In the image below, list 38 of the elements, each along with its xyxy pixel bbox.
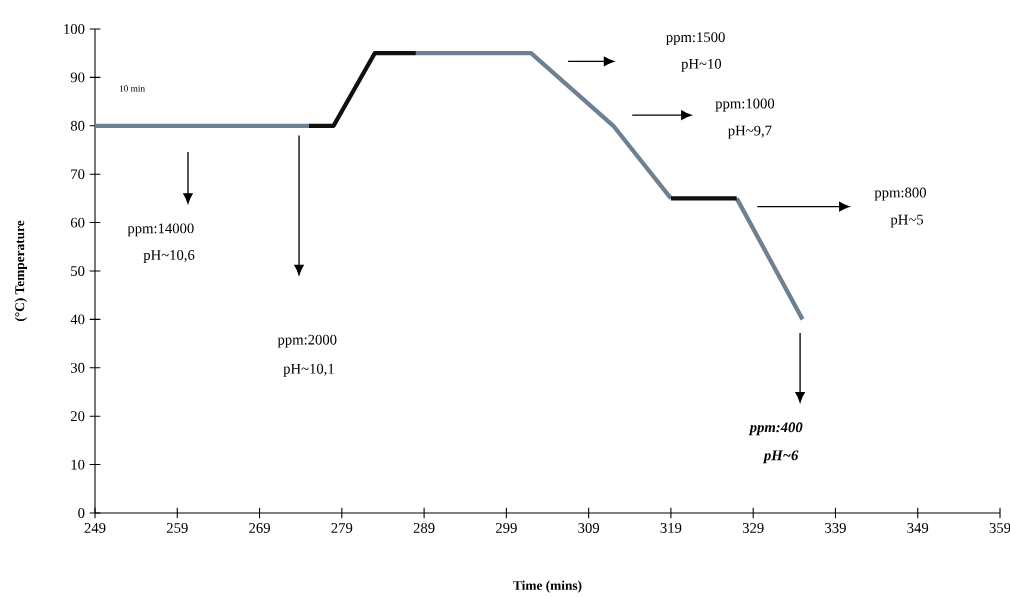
y-tick-label: 20 [70,411,85,422]
x-axis-title: Time (mins) [513,580,582,593]
annotation: ppm:800 [874,187,926,201]
annotation: ppm:1500 [666,32,725,46]
annotation: ppm:2000 [277,334,337,348]
x-tick-label: 339 [825,523,846,533]
x-tick-label: 279 [331,523,353,533]
annotation: pH~10 [681,58,722,72]
x-tick-label: 319 [660,523,682,533]
y-tick-label: 90 [70,72,85,83]
x-tick-label: 329 [742,523,764,533]
y-tick-label: 80 [70,120,85,131]
annotation: pH~6 [762,450,799,464]
annotation: ppm:14000 [127,223,194,237]
y-tick-label: 50 [71,266,85,276]
annotation: pH~5 [890,214,924,228]
annotation: ppm:400 [748,422,803,436]
y-tick-label: 40 [70,314,85,325]
y-tick-label: 70 [71,169,85,180]
y-tick-label: 30 [71,362,85,373]
y-tick-label: 60 [70,217,85,228]
annotation: 10 min [119,85,145,92]
x-tick-label: 349 [907,523,929,533]
x-tick-label: 359 [989,523,1010,533]
annotation: ppm:1000 [715,98,775,112]
annotation: pH~10,1 [283,363,334,377]
y-tick-label: 100 [64,24,85,34]
y-axis-title: (°C) Temperature [14,220,27,322]
x-tick-label: 309 [578,523,600,533]
x-tick-label: 289 [413,523,435,533]
y-tick-label: 10 [71,459,85,470]
x-tick-label: 249 [84,523,106,533]
annotation: pH~9,7 [728,125,772,139]
x-tick-label: 299 [496,523,517,533]
x-tick-label: 259 [166,523,188,533]
x-tick-label: 269 [249,523,270,533]
y-tick-label: 0 [78,508,85,518]
annotation: pH~10,6 [143,250,195,263]
